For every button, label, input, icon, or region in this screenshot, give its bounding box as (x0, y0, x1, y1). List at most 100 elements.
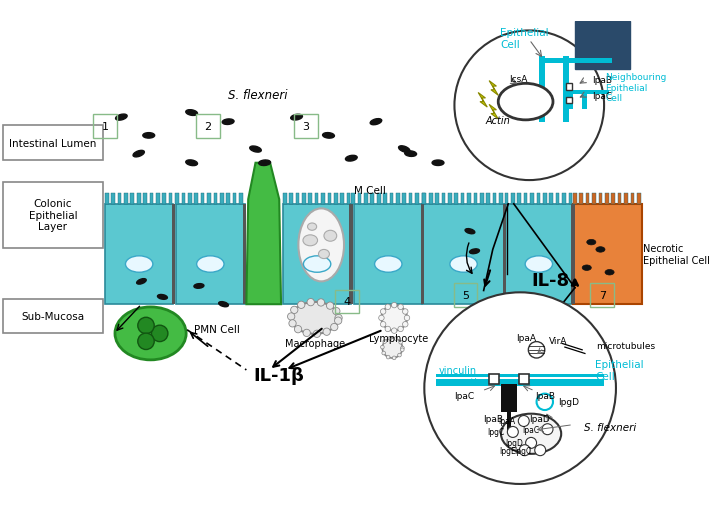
Bar (130, 193, 134, 205)
Ellipse shape (518, 416, 529, 427)
Circle shape (424, 293, 616, 484)
Bar (420, 205, 424, 304)
Bar (315, 193, 318, 205)
Text: VirA: VirA (549, 336, 568, 346)
Bar (302, 193, 306, 205)
Bar (169, 193, 172, 205)
Ellipse shape (303, 235, 318, 246)
Bar (448, 193, 452, 205)
Ellipse shape (388, 337, 391, 341)
Ellipse shape (582, 265, 591, 271)
Bar (176, 205, 245, 304)
Ellipse shape (157, 295, 167, 300)
Ellipse shape (398, 304, 403, 310)
Bar (540, 59, 613, 64)
Bar (233, 193, 236, 205)
Ellipse shape (398, 327, 403, 332)
Bar (150, 193, 153, 205)
Ellipse shape (498, 84, 553, 121)
Bar (530, 193, 534, 205)
Polygon shape (247, 163, 281, 304)
Ellipse shape (298, 209, 344, 282)
Text: IpaC: IpaC (454, 391, 474, 400)
Bar (194, 193, 198, 205)
Bar (571, 205, 575, 304)
Bar (591, 284, 614, 307)
Bar (435, 193, 439, 205)
Ellipse shape (398, 354, 401, 357)
Bar (579, 193, 583, 205)
Bar (415, 193, 419, 205)
Bar (598, 193, 602, 205)
Ellipse shape (298, 301, 305, 309)
Text: 7: 7 (598, 291, 605, 300)
Bar (340, 193, 344, 205)
Ellipse shape (335, 315, 342, 322)
Bar (454, 284, 477, 307)
Ellipse shape (386, 356, 390, 359)
Text: 5: 5 (462, 291, 469, 300)
Bar (242, 205, 247, 304)
Ellipse shape (138, 318, 155, 334)
Bar (618, 193, 621, 205)
Ellipse shape (152, 326, 168, 342)
Bar (537, 193, 540, 205)
Polygon shape (478, 93, 487, 108)
Bar (422, 193, 425, 205)
Bar (501, 385, 518, 412)
Bar (499, 115, 523, 139)
Bar (213, 193, 217, 205)
Bar (540, 57, 545, 123)
Bar (201, 193, 204, 205)
Text: IpaA: IpaA (516, 334, 537, 343)
Bar (239, 193, 242, 205)
Bar (429, 193, 432, 205)
Bar (328, 193, 331, 205)
Bar (3, 126, 103, 161)
Text: Epithelial
Cell: Epithelial Cell (500, 28, 549, 49)
Ellipse shape (398, 341, 403, 345)
Text: IpaB: IpaB (535, 391, 554, 400)
Bar (358, 193, 362, 205)
Bar (396, 193, 400, 205)
Bar (143, 193, 147, 205)
Ellipse shape (525, 438, 537, 448)
Bar (505, 205, 573, 304)
Bar (508, 410, 511, 432)
Text: Neighbouring
Epithelial
Cell: Neighbouring Epithelial Cell (605, 73, 666, 103)
Bar (556, 193, 559, 205)
Bar (350, 205, 353, 304)
Bar (347, 193, 350, 205)
Bar (308, 193, 312, 205)
Text: Colonic
Epithelial
Layer: Colonic Epithelial Layer (28, 199, 77, 232)
Bar (563, 57, 569, 123)
Text: IpaB: IpaB (592, 76, 613, 85)
Text: IpaA: IpaA (498, 417, 515, 426)
Ellipse shape (535, 445, 546, 456)
Bar (582, 92, 587, 110)
Bar (294, 115, 318, 139)
Text: IpgD: IpgD (559, 398, 579, 407)
Bar (137, 193, 140, 205)
Ellipse shape (391, 328, 397, 334)
Bar (630, 193, 635, 205)
Text: IL-1β: IL-1β (253, 366, 303, 385)
Text: IpgE: IpgE (500, 446, 516, 455)
Ellipse shape (501, 414, 562, 454)
Bar (586, 193, 589, 205)
Ellipse shape (143, 133, 155, 139)
Ellipse shape (465, 229, 475, 234)
Bar (573, 193, 576, 205)
Ellipse shape (391, 303, 397, 308)
Bar (354, 205, 423, 304)
Ellipse shape (323, 328, 330, 336)
Text: 2: 2 (204, 122, 211, 132)
Bar (569, 92, 573, 110)
Ellipse shape (392, 356, 396, 360)
Bar (118, 193, 121, 205)
Text: IcsA: IcsA (509, 75, 527, 84)
Bar (182, 193, 185, 205)
Bar (384, 193, 387, 205)
Ellipse shape (222, 120, 234, 125)
Text: IL-8: IL-8 (531, 271, 569, 289)
